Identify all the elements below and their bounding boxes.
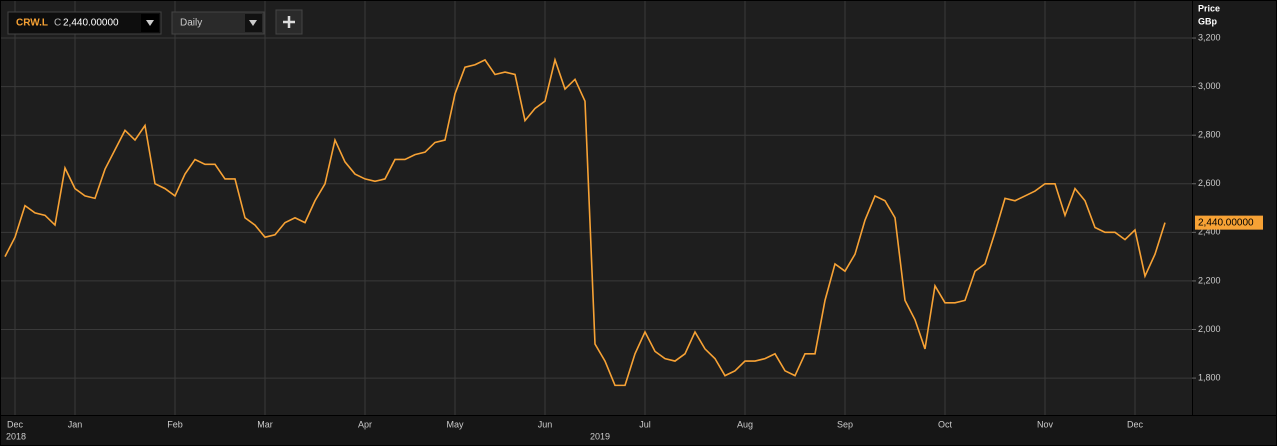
x-tick-label: Sep — [837, 419, 853, 429]
y-tick-label: 1,800 — [1198, 372, 1221, 382]
plus-icon — [283, 16, 295, 28]
x-tick-label: Nov — [1037, 419, 1054, 429]
x-tick-label: Oct — [938, 419, 953, 429]
year-label: 2018 — [6, 431, 26, 441]
y-tick-label: 3,000 — [1198, 81, 1221, 91]
x-tick-label: Jul — [639, 419, 651, 429]
y-tick-label: 3,200 — [1198, 32, 1221, 42]
interval: Daily — [180, 18, 202, 29]
y-tick-label: 2,400 — [1198, 227, 1221, 237]
interval-box[interactable] — [171, 11, 265, 35]
price-type: C — [54, 18, 61, 29]
x-axis-panel — [1, 416, 1276, 445]
price-line — [4, 57, 1166, 387]
dropdown-arrow — [249, 20, 257, 26]
y-tick-label: 2,200 — [1198, 275, 1221, 285]
y-axis-label: Price — [1198, 3, 1220, 13]
x-tick-label: Jan — [68, 419, 83, 429]
symbol: CRW.L — [16, 18, 48, 29]
y-axis-label: GBp — [1198, 16, 1218, 26]
y-axis-panel — [1193, 1, 1276, 415]
last-price-label: 2,440.00000 — [1198, 217, 1254, 228]
x-tick-label: Mar — [257, 419, 273, 429]
y-tick-label: 2,000 — [1198, 324, 1221, 334]
y-tick-label: 2,600 — [1198, 178, 1221, 188]
x-tick-label: May — [446, 419, 464, 429]
x-tick-label: Feb — [167, 419, 183, 429]
x-tick-label: Dec — [7, 419, 24, 429]
x-tick-label: Apr — [358, 419, 372, 429]
x-tick-label: Jun — [538, 419, 553, 429]
plot-area — [1, 1, 1192, 415]
y-tick-label: 2,800 — [1198, 130, 1221, 140]
x-tick-label: Aug — [737, 419, 753, 429]
header-price: 2,440.00000 — [63, 18, 119, 29]
symbol-box[interactable] — [7, 11, 162, 35]
x-tick-label: Dec — [1127, 419, 1144, 429]
year-label: 2019 — [590, 431, 610, 441]
last-price-box — [1195, 215, 1263, 230]
dropdown-arrow — [146, 20, 154, 26]
